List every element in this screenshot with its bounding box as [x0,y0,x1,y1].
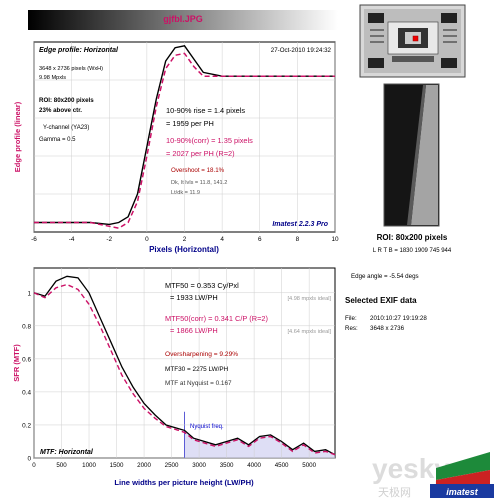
test-chart-thumbnail [359,4,466,78]
mtf30: MTF30 = 2275 LW/PH [165,366,229,373]
exif-file-date: 2010:10:27 19:19:28 [370,315,427,322]
mtf-x-axis-label: Line widths per picture height (LW/PH) [114,478,254,487]
edge-dk-lvls: Dk, lt lvls = 11.8, 141.2 [171,180,227,186]
edge-x-tick: 10 [331,236,339,243]
mtf-x-tick: 0 [32,462,36,469]
edge-overshoot: Overshoot = 18.1% [171,167,225,174]
edge-y-axis-label: Edge profile (linear) [13,101,22,172]
edge-x-tick: 0 [145,236,149,243]
edge-x-tick: 8 [296,236,300,243]
mtf-x-tick: 500 [56,462,67,469]
gray-ramp-strip [28,10,338,30]
mtf-x-ticks: 0 500 1000 1500 2000 2500 3000 3500 4000 4500 5000 [32,462,316,469]
edge-x-ticks: -6 -4 -2 0 2 4 6 8 10 [31,236,339,243]
mtf-y-tick: 0 [27,456,31,463]
mtf-y-tick: 0.2 [22,422,31,429]
imatest-logo-text: imatest [446,487,479,497]
mtf-x-tick: 4000 [247,462,261,469]
mtf-series [33,275,336,456]
edge-x-tick: -4 [69,236,75,243]
exif-title: Selected EXIF data [345,296,417,305]
mtf-x-tick: 5000 [302,462,316,469]
edge-per-ph-corr: = 2027 per PH (R=2) [166,149,235,158]
mtf-y-axis-label: SFR (MTF) [12,344,21,382]
mtf50: MTF50 = 0.353 Cy/Pxl [165,281,239,290]
edge-x-axis-label: Pixels (Horizontal) [149,245,219,254]
edge-x-tick: 2 [183,236,187,243]
mtf-x-tick: 1500 [110,462,124,469]
mtf-oversharpening: Oversharpening = 9.29% [165,351,238,358]
mtf50-corr: MTF50(corr) = 0.341 C/P (R=2) [165,314,268,323]
exif-res-value: 3648 x 2736 [370,325,405,332]
edge-angle: Edge angle = -5.54 degs [351,273,419,280]
roi-lrtb: L R T B = 1830 1909 745 944 [373,248,452,254]
edge-per-ph: = 1959 per PH [166,119,214,128]
edge-grid [33,42,336,232]
edge-rise: 10-90% rise = 1.4 pixels [166,106,245,115]
nyquist-label: Nyquist freq. [190,424,224,430]
edge-roi: ROI: 80x200 pixels [39,97,94,104]
mtf-y-tick: 0.6 [22,356,31,363]
edge-mpxls: 9.98 Mpxls [39,75,66,81]
exif-res-label: Res: [345,325,358,332]
imatest-logo: imatest [430,452,494,498]
mtf-title: MTF: Horizontal [40,449,94,456]
edge-series-corr [34,52,335,229]
mtf-y-tick: 0.4 [22,389,31,396]
mtf-panel: 0 0.2 0.4 0.6 0.8 1 0 500 1000 1500 2000 2500 3000 3… [12,267,336,487]
edge-channel: Y-channel (YA23) [43,125,89,131]
mtf50-corr-lwph: = 1866 LW/PH [170,326,218,335]
mtf-y-tick: 0.8 [22,323,31,330]
mtf-at-nyquist: MTF at Nyquist = 0.167 [165,380,232,387]
edge-size: 3648 x 2736 pixels (WxH) [39,66,103,72]
mtf-series-corr [33,283,336,456]
edge-gamma: Gamma = 0.5 [39,137,76,143]
mtf-x-tick: 4500 [275,462,289,469]
edge-x-tick: -6 [31,236,37,243]
mtf50-corr-ideal: [4.64 mpxls ideal] [287,329,331,335]
edge-above: 23% above ctr. [39,107,82,114]
exif-file-label: File: [345,315,357,322]
mtf-x-tick: 3500 [220,462,234,469]
roi-crop-image [383,83,440,227]
edge-x-tick: -2 [106,236,112,243]
mtf-x-tick: 2000 [137,462,151,469]
edge-profile-panel: Edge profile: Horizontal 27-Oct-2010 19:… [13,41,339,254]
mtf-x-tick: 1000 [82,462,96,469]
edge-rise-corr: 10-90%(corr) = 1.35 pixels [166,136,253,145]
edge-ltdk: Lt/dk = 11.9 [171,190,200,196]
mtf-x-tick: 3000 [192,462,206,469]
edge-timestamp: 27-Oct-2010 19:24:32 [271,47,332,54]
nyquist-region [184,411,335,458]
roi-label: ROI: 80x200 pixels [377,233,448,242]
mtf50-ideal: [4.98 mpxls ideal] [287,296,331,302]
nyquist-shaded-area [184,430,335,458]
mtf-x-tick: 2500 [165,462,179,469]
edge-series [34,45,335,229]
mtf50-lwph: = 1933 LW/PH [170,293,218,302]
edge-title: Edge profile: Horizontal [39,47,119,54]
watermark-sub: 天极网 [378,485,411,499]
edge-x-tick: 4 [220,236,224,243]
mtf-y-tick: 1 [27,290,31,297]
mtf-series-raw [33,275,336,456]
edge-x-tick: 6 [258,236,262,243]
edge-brand: Imatest 2.2.3 Pro [272,221,328,228]
mtf-y-ticks: 0 0.2 0.4 0.6 0.8 1 [22,290,31,462]
file-title: gjfbl.JPG [163,14,203,24]
